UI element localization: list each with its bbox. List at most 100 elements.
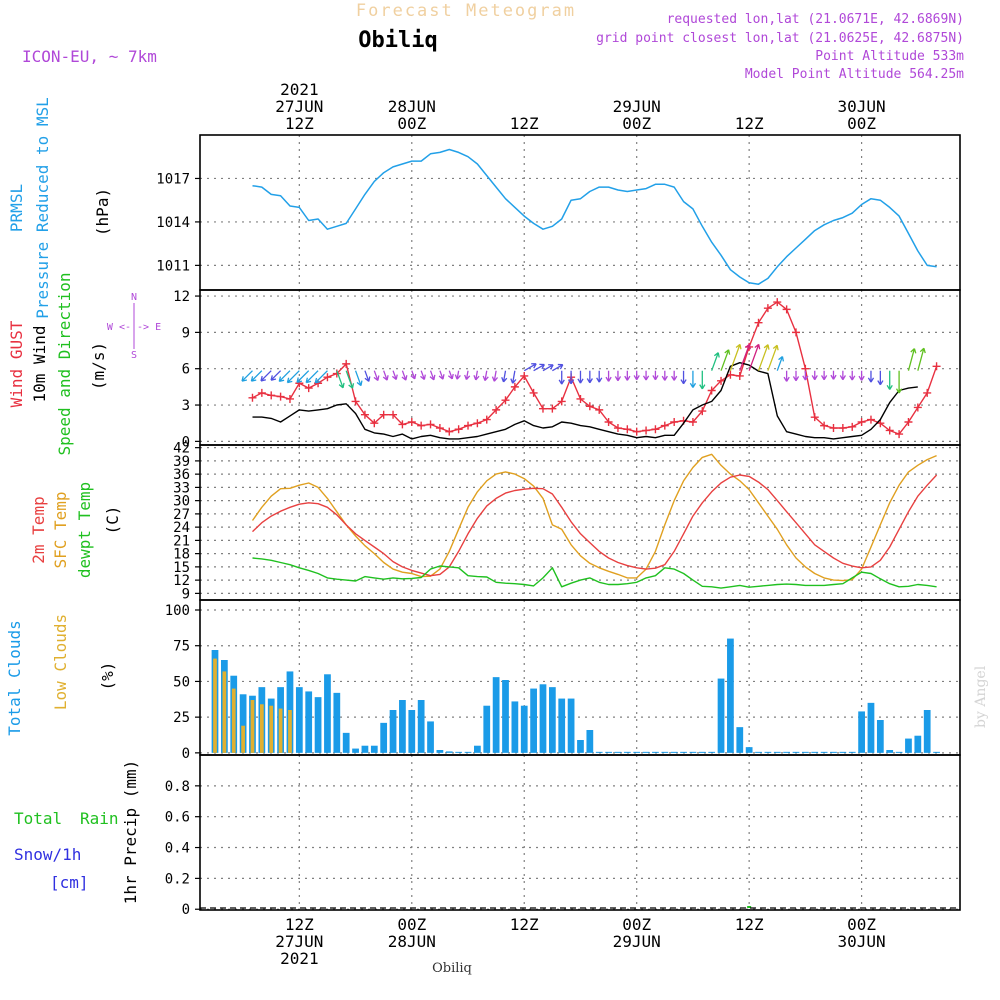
temp-unit: (C): [103, 506, 122, 535]
wind-gust-marker: [557, 397, 566, 406]
x-axis-top-label: 00Z: [622, 114, 651, 133]
total-clouds-bar: [670, 751, 678, 753]
wind-gust-marker: [576, 394, 585, 403]
y-tick-label: 50: [173, 674, 190, 690]
wind-gust-marker: [304, 384, 313, 393]
y-tick-label: 75: [173, 639, 190, 655]
wind-direction-arrow: [577, 370, 584, 384]
wind-gust-marker: [792, 328, 801, 337]
wind-gust-marker: [351, 397, 360, 406]
wind-gust-marker: [763, 304, 772, 313]
total-clouds-bar: [605, 751, 612, 753]
x-axis-bottom-label: 00Z: [397, 915, 426, 934]
wind-direction-arrow: [802, 370, 809, 381]
wind-direction-arrow: [624, 370, 631, 381]
wind-direction-arrow: [510, 370, 517, 384]
wind-direction-arrow: [849, 370, 856, 381]
watermark: by Angel: [973, 665, 989, 728]
wind-gust-marker: [698, 407, 707, 416]
wind-direction-arrow: [811, 370, 818, 381]
wind-direction-arrow: [542, 364, 554, 372]
wind-direction-arrow: [895, 370, 903, 394]
wind-direction-arrow: [907, 348, 917, 371]
wind-gust-marker: [538, 404, 547, 413]
wind-gust-marker: [285, 394, 294, 403]
y-tick-label: 25: [173, 710, 190, 726]
x-axis-bottom-label: 28JUN: [388, 932, 436, 951]
total-clouds-bar: [708, 751, 716, 753]
x-axis-top-label: 12Z: [735, 114, 764, 133]
temp-2m-line: [252, 474, 938, 577]
total-clouds-bar: [727, 638, 734, 753]
wind-speed-line: [252, 362, 918, 440]
wind-gust-marker: [632, 427, 641, 436]
wind-direction-arrow: [671, 370, 678, 381]
total-clouds-bar: [558, 698, 566, 753]
low-clouds-bar: [259, 704, 264, 753]
compass-north: N: [131, 292, 137, 303]
x-axis-top-label: 12Z: [285, 114, 314, 133]
wind-speed-direction-label: Speed and Direction: [55, 272, 74, 455]
wind-gust-marker: [454, 425, 463, 434]
x-axis-bottom-label: 00Z: [847, 915, 876, 934]
wind-gust-marker: [342, 359, 351, 368]
wind-gust-marker: [735, 371, 744, 380]
wind-gust-marker: [782, 305, 791, 314]
x-axis-bottom-label: 12Z: [735, 915, 764, 934]
wind-gust-marker: [923, 388, 932, 397]
total-clouds-bar: [427, 721, 434, 753]
y-tick-label: 0: [182, 746, 190, 762]
y-tick-label: 6: [182, 362, 190, 378]
wind-direction-arrow: [652, 370, 659, 381]
wind-gust-marker: [492, 405, 501, 414]
frame-layer: [195, 134, 961, 911]
wind-direction-arrow: [661, 370, 668, 381]
total-clouds-bar: [661, 751, 669, 753]
total-clouds-bar: [380, 722, 388, 753]
wind-gust-line: [252, 301, 938, 435]
wind-gust-marker: [379, 410, 388, 419]
x-axis-bottom-label: 2021: [280, 949, 319, 968]
wind-direction-arrow: [336, 370, 345, 389]
wind-gust-marker: [857, 417, 866, 426]
wind-direction-arrow: [473, 370, 480, 381]
wind-direction-arrow: [354, 370, 363, 387]
total-clouds-bar: [689, 751, 697, 753]
wind-gust-marker: [276, 392, 285, 401]
total-clouds-bar: [792, 751, 800, 753]
wind-gust-marker: [773, 298, 782, 307]
low-clouds-label: Low Clouds: [51, 614, 70, 710]
precip-rain-label: Rain: [80, 809, 119, 828]
wind-direction-arrow: [783, 370, 790, 382]
total-clouds-bar: [464, 751, 472, 753]
y-tick-label: 0.2: [165, 871, 190, 887]
wind-direction-arrow: [429, 370, 436, 381]
x-axis-top-label: 12Z: [510, 114, 539, 133]
wind-direction-arrow: [438, 370, 445, 380]
x-axis-top-label: 30JUN: [838, 97, 886, 116]
wind-gust-marker: [885, 426, 894, 435]
wind-direction-arrow: [729, 343, 742, 371]
total-clouds-bar: [492, 677, 500, 753]
total-clouds-bar: [642, 751, 650, 753]
wind-gust-marker: [501, 396, 510, 405]
wind-direction-arrow: [642, 370, 650, 381]
wind-direction-arrow: [373, 370, 380, 381]
total-clouds-bar: [595, 751, 603, 753]
wind-direction-arrow: [757, 344, 770, 371]
y-tick-label: 18: [173, 547, 190, 563]
total-clouds-bar: [680, 751, 687, 753]
y-tick-label: 15: [173, 560, 190, 576]
wind-direction-arrow: [917, 347, 926, 371]
total-clouds-bar: [839, 751, 847, 753]
total-clouds-bar: [652, 751, 659, 753]
total-clouds-bar: [239, 694, 247, 753]
wind-gust-marker: [435, 424, 444, 433]
total-clouds-bar: [436, 750, 444, 753]
total-clouds-bar: [905, 738, 912, 753]
total-clouds-bar: [933, 751, 940, 753]
wind-gust-marker: [267, 391, 276, 400]
clouds-unit: (%): [98, 662, 117, 691]
model-altitude: Model Point Altitude 564.25m: [745, 67, 964, 82]
temp-2m-label: 2m Temp: [29, 496, 48, 563]
